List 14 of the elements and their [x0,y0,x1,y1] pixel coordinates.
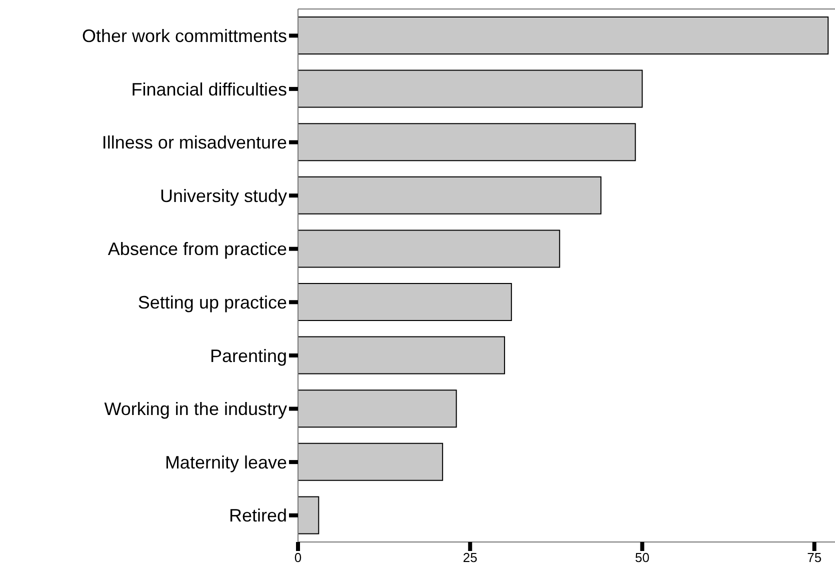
y-tick-label: Maternity leave [164,452,287,472]
x-tick-label: 0 [294,550,302,566]
y-tick-label: Absence from practice [108,239,287,260]
y-tick-label: Retired [228,506,287,526]
y-tick-label: University study [160,186,287,206]
x-tick-label: 25 [462,550,478,566]
y-tick-label: Illness or misadventure [102,132,287,153]
x-tick-label: 50 [634,550,650,566]
y-tick-label: Setting up practice [138,292,287,313]
y-tick-label: Working in the industry [104,399,287,420]
y-tick-label: Financial difficulties [131,79,287,100]
y-tick-label: Parenting [210,346,287,366]
x-tick-label: 75 [807,550,822,566]
y-tick-label: Other work committments [82,26,287,46]
